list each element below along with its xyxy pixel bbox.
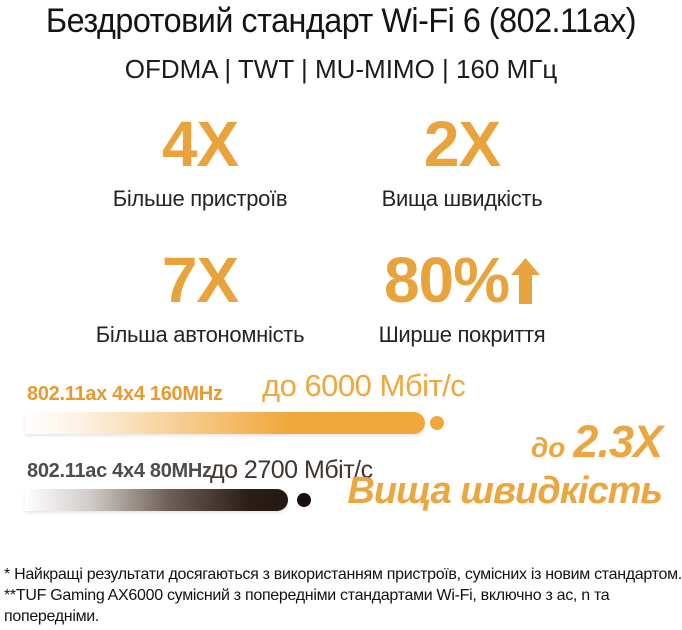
stat-label: Ширше покриття (378, 322, 546, 347)
footnote-2: **TUF Gaming AX6000 сумісний з попередні… (4, 586, 610, 625)
bar-label-ax: 802.11ax 4x4 160MHz (27, 383, 223, 405)
footnotes: * Найкращі результати досягаються з вико… (4, 565, 682, 627)
stat-value: 4X (161, 108, 239, 180)
bar-ax (25, 412, 425, 434)
stat-battery-life: 7X Більша автономність (69, 248, 331, 348)
stat-label: Більше пристроїв (112, 186, 288, 211)
multiplier-prefix: до (531, 432, 566, 463)
speed-caption: Вища швидкість (347, 470, 663, 512)
stat-value: 80% (383, 244, 541, 316)
stat-value: 7X (161, 244, 239, 316)
stats-grid: 4X Більше пристроїв 2X Вища швидкість 7X… (69, 112, 593, 348)
stat-value-text: 4X (161, 108, 239, 180)
multiplier-value: 2.3X (573, 416, 663, 467)
bar-label-ac: 802.11ac 4x4 80MHz (27, 460, 212, 482)
stat-label: Вища швидкість (381, 186, 543, 211)
bar-ac (25, 489, 288, 511)
stat-value-text: 2X (423, 108, 501, 180)
bar-value-ac: до 2700 Мбіт/с (210, 456, 373, 484)
stat-higher-speed: 2X Вища швидкість (331, 112, 593, 212)
stat-label: Більша автономність (95, 322, 305, 347)
stat-more-devices: 4X Більше пристроїв (69, 112, 331, 212)
stat-wider-coverage: 80% Ширше покриття (331, 248, 593, 348)
stat-value-text: 7X (161, 244, 239, 316)
footnote-1: * Найкращі результати досягаються з вико… (4, 566, 682, 583)
speed-multiplier: до 2.3X (531, 416, 663, 468)
bar-ax-end-dot (430, 416, 444, 430)
page-title: Бездротовий стандарт Wi-Fi 6 (802.11ax) (45, 2, 637, 40)
stat-value: 2X (423, 108, 501, 180)
bar-value-ax: до 6000 Мбіт/с (262, 368, 466, 403)
subtitle: OFDMA | TWT | MU-MIMO | 160 МГц (124, 54, 558, 84)
bar-ac-end-dot (297, 493, 311, 507)
stat-value-text: 80% (383, 244, 510, 316)
up-arrow-icon (511, 258, 541, 304)
